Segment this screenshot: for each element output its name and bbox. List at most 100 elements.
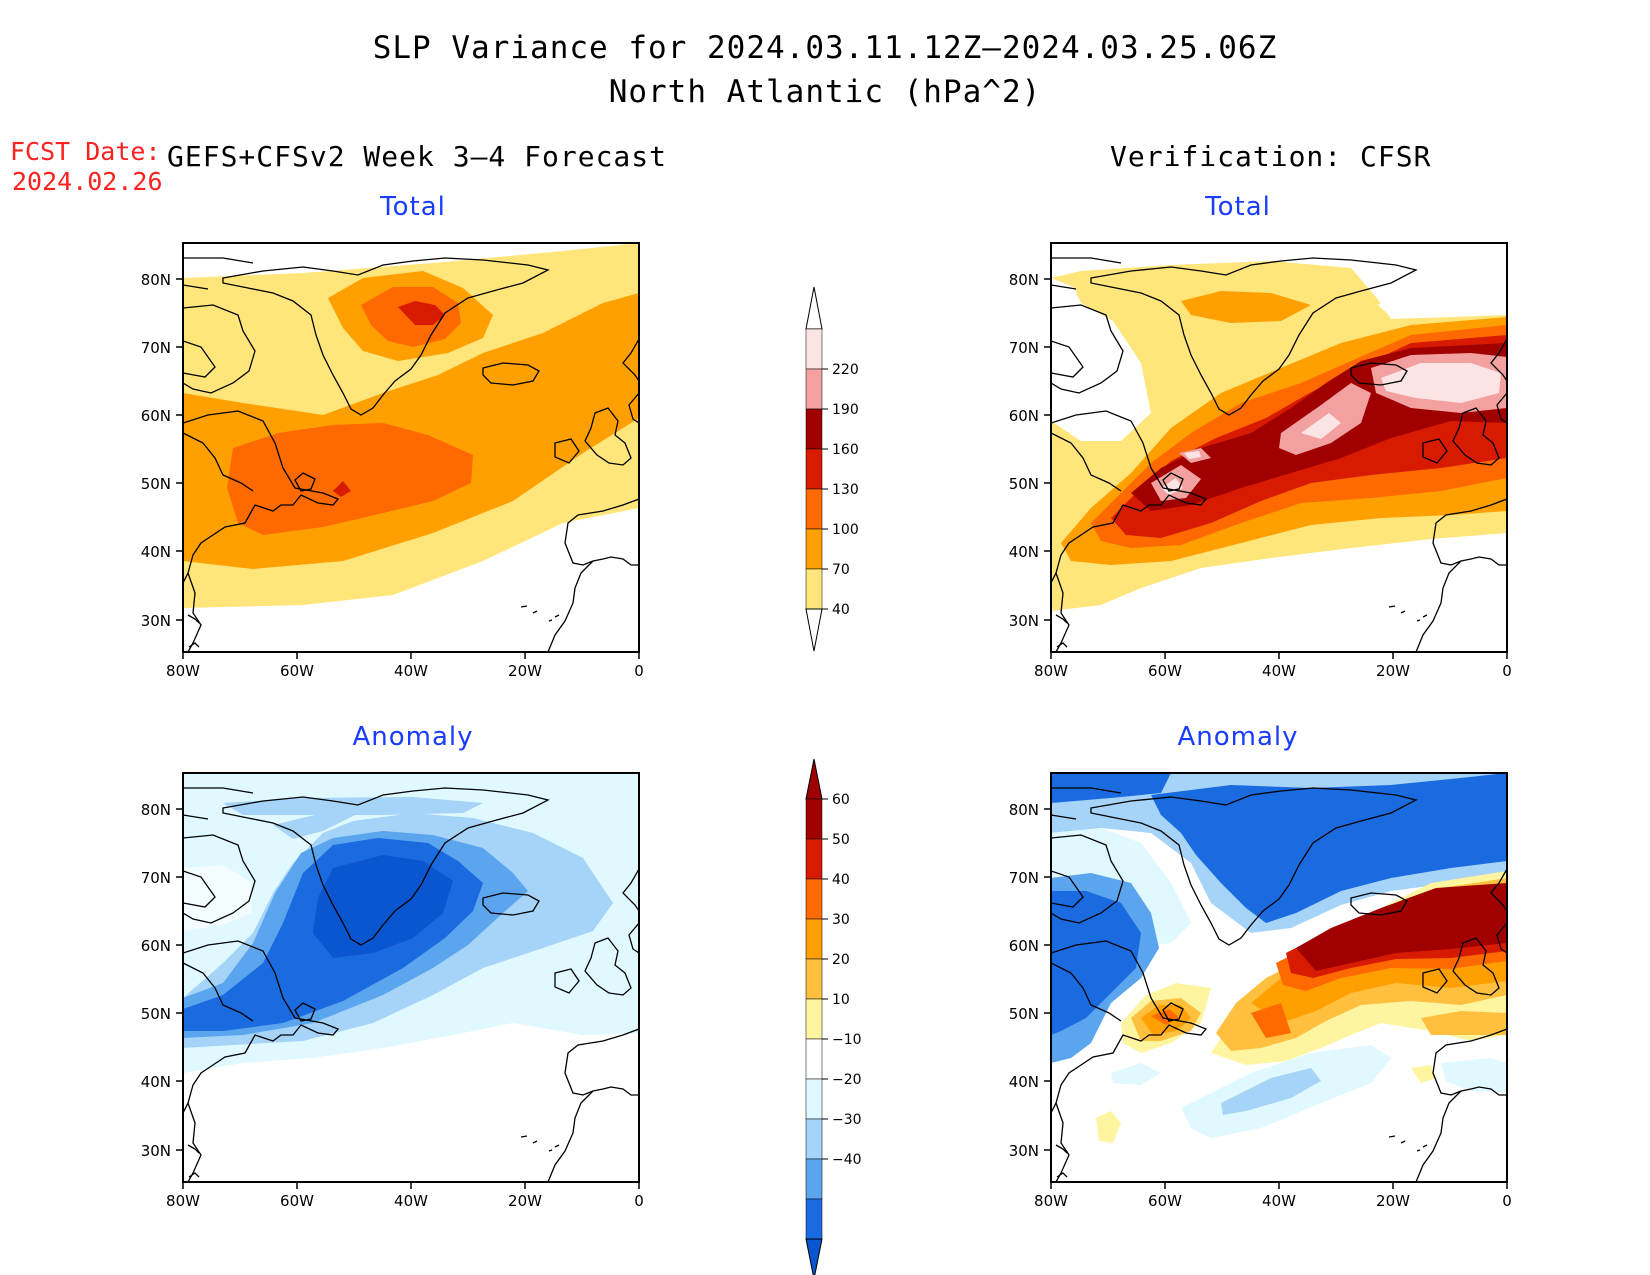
colorbar-segment bbox=[805, 918, 823, 960]
colorbar-tick-label: 130 bbox=[832, 482, 859, 498]
colorbar-bottom-extension bbox=[805, 1238, 823, 1275]
colorbar-segment bbox=[805, 798, 823, 840]
lon-tick-label: 40W bbox=[394, 662, 428, 680]
lon-tick-label: 20W bbox=[1376, 1192, 1410, 1210]
main-subtitle: North Atlantic (hPa^2) bbox=[608, 74, 1042, 110]
lat-tick-label: 30N bbox=[141, 1142, 171, 1160]
lat-tick-label: 30N bbox=[1009, 1142, 1039, 1160]
colorbar-tick-label: 40 bbox=[832, 872, 850, 888]
colorbar-segment bbox=[805, 1198, 823, 1240]
lat-tick-label: 40N bbox=[1009, 1073, 1039, 1091]
colorbar-total: 220 190 160 130 100 70 40 bbox=[805, 286, 859, 652]
colorbar-bottom-extension bbox=[805, 608, 823, 652]
lat-tick-label: 80N bbox=[1009, 801, 1039, 819]
lat-tick-label: 40N bbox=[141, 543, 171, 561]
left-column-header: GEFS+CFSv2 Week 3–4 Forecast bbox=[167, 140, 668, 173]
colorbar-tick-label: 40 bbox=[832, 602, 850, 618]
map-forecast-total bbox=[175, 242, 640, 660]
colorbar-segment bbox=[805, 1118, 823, 1160]
lon-tick-label: 0 bbox=[1502, 662, 1512, 680]
lat-tick-label: 70N bbox=[141, 869, 171, 887]
colorbar-top-extension bbox=[805, 286, 823, 330]
colorbar-segment bbox=[805, 838, 823, 880]
lon-tick-label: 40W bbox=[394, 1192, 428, 1210]
lat-tick-label: 80N bbox=[141, 271, 171, 289]
colorbar-tick-label: −30 bbox=[832, 1112, 862, 1128]
colorbar-segment bbox=[805, 408, 823, 450]
lon-tick-label: 80W bbox=[166, 1192, 200, 1210]
colorbar-tick-label: 60 bbox=[832, 792, 850, 808]
right-column-header: Verification: CFSR bbox=[1110, 140, 1432, 173]
lat-tick-label: 50N bbox=[1009, 475, 1039, 493]
colorbar-segment bbox=[805, 448, 823, 490]
colorbar-segment bbox=[805, 1158, 823, 1200]
lon-tick-label: 0 bbox=[1502, 1192, 1512, 1210]
lat-tick-label: 60N bbox=[1009, 937, 1039, 955]
lat-tick-label: 80N bbox=[1009, 271, 1039, 289]
lon-tick-label: 0 bbox=[634, 1192, 644, 1210]
axis-labels: 80N 70N 60N 50N 40N 30N 80W 60W 40W 20W 0 80N 70N 60N… bbox=[141, 271, 1512, 1210]
lat-tick-label: 70N bbox=[141, 339, 171, 357]
colorbar-segment bbox=[805, 328, 823, 370]
fcst-label: FCST Date: bbox=[10, 137, 161, 166]
lon-tick-label: 20W bbox=[1376, 662, 1410, 680]
colorbar-segment bbox=[805, 998, 823, 1040]
colorbar-tick-label: 30 bbox=[832, 912, 850, 928]
colorbar-tick-label: −10 bbox=[832, 1032, 862, 1048]
lat-tick-label: 30N bbox=[1009, 612, 1039, 630]
colorbar-segment bbox=[805, 1078, 823, 1120]
panel-title-verification-total: Total bbox=[1205, 192, 1271, 222]
lat-tick-label: 70N bbox=[1009, 339, 1039, 357]
lat-tick-label: 70N bbox=[1009, 869, 1039, 887]
lon-tick-label: 60W bbox=[280, 1192, 314, 1210]
colorbar-top-extension bbox=[805, 758, 823, 800]
colorbar-tick-label: 50 bbox=[832, 832, 850, 848]
lat-tick-label: 80N bbox=[141, 801, 171, 819]
lat-tick-label: 40N bbox=[1009, 543, 1039, 561]
colorbar-segment bbox=[805, 878, 823, 920]
lat-tick-label: 50N bbox=[1009, 1005, 1039, 1023]
map-forecast-anomaly bbox=[175, 772, 640, 1190]
colorbar-anomaly: 60 50 40 30 20 10 −10 −20 −30 −40 bbox=[805, 758, 862, 1275]
colorbar-tick-label: 100 bbox=[832, 522, 859, 538]
lon-tick-label: 80W bbox=[1034, 662, 1068, 680]
colorbar-segment bbox=[805, 488, 823, 530]
colorbar-segment bbox=[805, 1038, 823, 1080]
lat-tick-label: 30N bbox=[141, 612, 171, 630]
lon-tick-label: 60W bbox=[1148, 1192, 1182, 1210]
map-verification-total bbox=[1043, 242, 1508, 660]
main-title: SLP Variance for 2024.03.11.12Z–2024.03.… bbox=[372, 30, 1278, 66]
colorbar-segment bbox=[805, 528, 823, 570]
colorbar-segment bbox=[805, 958, 823, 1000]
lon-tick-label: 20W bbox=[508, 662, 542, 680]
lat-tick-label: 40N bbox=[141, 1073, 171, 1091]
colorbar-tick-label: −40 bbox=[832, 1152, 862, 1168]
lon-tick-label: 0 bbox=[634, 662, 644, 680]
colorbar-tick-label: 190 bbox=[832, 402, 859, 418]
colorbar-segment bbox=[805, 568, 823, 610]
lon-tick-label: 20W bbox=[508, 1192, 542, 1210]
lon-tick-label: 40W bbox=[1262, 1192, 1296, 1210]
lat-tick-label: 50N bbox=[141, 1005, 171, 1023]
colorbar-segment bbox=[805, 368, 823, 410]
colorbar-tick-label: 220 bbox=[832, 362, 859, 378]
colorbar-tick-label: 20 bbox=[832, 952, 850, 968]
lon-tick-label: 60W bbox=[1148, 662, 1182, 680]
lat-tick-label: 50N bbox=[141, 475, 171, 493]
lon-tick-label: 40W bbox=[1262, 662, 1296, 680]
lat-tick-label: 60N bbox=[141, 937, 171, 955]
fcst-date: 2024.02.26 bbox=[12, 167, 163, 196]
panel-title-forecast-total: Total bbox=[380, 192, 446, 222]
colorbar-tick-label: 160 bbox=[832, 442, 859, 458]
map-verification-anomaly bbox=[1043, 772, 1508, 1190]
lon-tick-label: 80W bbox=[166, 662, 200, 680]
lon-tick-label: 80W bbox=[1034, 1192, 1068, 1210]
lon-tick-label: 60W bbox=[280, 662, 314, 680]
panel-title-verification-anomaly: Anomaly bbox=[1177, 722, 1299, 752]
lat-tick-label: 60N bbox=[1009, 407, 1039, 425]
colorbar-tick-label: −20 bbox=[832, 1072, 862, 1088]
colorbar-tick-label: 10 bbox=[832, 992, 850, 1008]
colorbar-tick-label: 70 bbox=[832, 562, 850, 578]
lat-tick-label: 60N bbox=[141, 407, 171, 425]
